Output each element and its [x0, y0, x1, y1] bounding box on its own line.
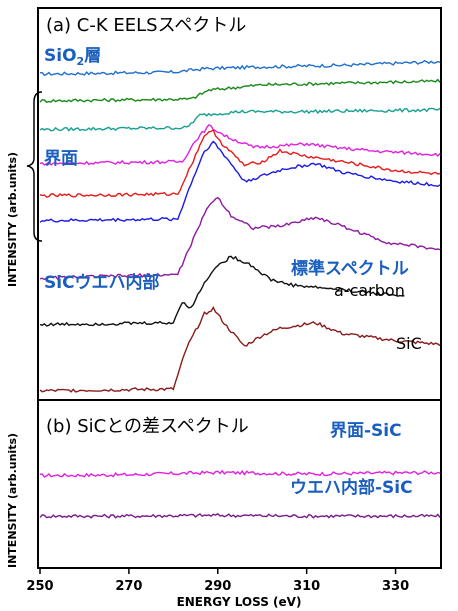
series-line-2 — [39, 512, 441, 519]
wafer-interior-label: SiCウエハ内部 — [44, 272, 160, 293]
interface-minus-sic-label: 界面-SiC — [330, 421, 402, 441]
panel-b-title: (b) SiCとの差スペクトル — [46, 416, 249, 437]
panel-a-series — [39, 59, 441, 393]
x-axis-label: ENERGY LOSS (eV) — [177, 595, 302, 609]
x-tick-label-270: 270 — [115, 579, 142, 594]
x-tick-label-330: 330 — [382, 579, 409, 594]
interface-brace — [26, 91, 43, 242]
x-tick-label-290: 290 — [204, 579, 231, 594]
panel-b-series — [39, 469, 441, 519]
series-line-9 — [39, 306, 441, 393]
series-line-6 — [39, 140, 441, 223]
sic-label: SiC — [396, 334, 422, 353]
x-axis-ticks: 250 270 290 310 330 — [26, 568, 409, 594]
panel-b-frame — [37, 399, 442, 569]
interface-label: 界面 — [44, 149, 78, 169]
series-line-1 — [39, 469, 441, 478]
series-line-2 — [39, 78, 441, 103]
y-axis-label-b: INTENSITY (arb.units) — [6, 433, 19, 568]
standard-spectrum-label: 標準スペクトル — [291, 258, 409, 279]
panel-a-title: (a) C-K EELSスペクトル — [46, 15, 246, 36]
series-line-4 — [39, 124, 441, 166]
x-tick-label-310: 310 — [293, 579, 320, 594]
y-axis-label-a: INTENSITY (arb.units) — [6, 152, 19, 287]
sio2-layer-label: SiO2層 — [44, 46, 101, 68]
a-carbon-label: a-carbon — [334, 281, 405, 300]
series-line-7 — [39, 196, 441, 281]
wafer-minus-sic-label: ウエハ内部-SiC — [290, 477, 413, 498]
series-line-8 — [39, 255, 405, 327]
series-line-3 — [39, 107, 441, 132]
series-line-5 — [39, 128, 441, 198]
series-line-1 — [39, 59, 441, 77]
x-tick-label-250: 250 — [26, 579, 53, 594]
